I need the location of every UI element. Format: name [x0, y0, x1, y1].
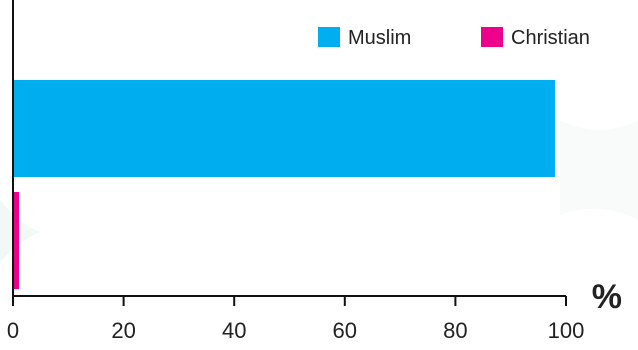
- legend-label-christian: Christian: [511, 27, 590, 49]
- legend: Muslim Christian: [318, 27, 590, 49]
- legend-swatch-muslim: [318, 27, 340, 47]
- axes-group: [12, 0, 566, 297]
- x-tick-label: 40: [222, 318, 246, 343]
- legend-item-muslim: Muslim: [318, 27, 411, 49]
- bars-group: [13, 80, 555, 289]
- x-tick-label: 100: [548, 318, 585, 343]
- bar-christian: [13, 192, 19, 289]
- x-ticks-group: 0 20 40 60 80 100: [7, 296, 584, 343]
- x-tick-label: 0: [7, 318, 19, 343]
- x-tick-label: 80: [443, 318, 467, 343]
- x-tick-label: 20: [111, 318, 135, 343]
- bar-muslim: [13, 80, 555, 177]
- legend-swatch-christian: [481, 27, 503, 47]
- background-watermark: [0, 120, 638, 262]
- legend-item-christian: Christian: [481, 27, 590, 49]
- x-axis-unit-label: %: [592, 278, 622, 316]
- legend-label-muslim: Muslim: [348, 27, 411, 49]
- x-tick-label: 60: [333, 318, 357, 343]
